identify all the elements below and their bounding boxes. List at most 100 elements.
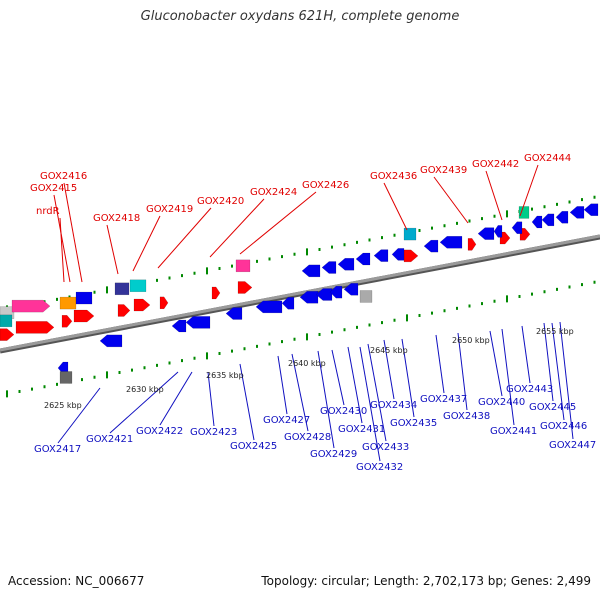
tick-mark [106,371,108,379]
tick-mark [268,257,271,261]
tick-mark [168,276,171,280]
tick-mark [68,295,71,299]
gene-arrow [281,297,295,310]
leader-line-bottom [159,371,193,426]
gene-arrow [171,319,187,333]
tick-mark [418,228,421,232]
tick-mark [256,259,258,263]
leader-line-bottom [331,349,345,406]
accession-text: Accession: NC_006677 [8,574,145,588]
leader-line-bottom [383,339,395,400]
gene-arrow [403,227,417,241]
leader-line-top [383,182,408,231]
kbp-label: 2645 kbp [370,346,408,355]
tick-mark [18,389,21,393]
tick-mark [481,217,483,221]
leader-line-bottom [347,346,363,424]
tick-mark [506,210,508,218]
tick-mark [331,330,333,334]
tick-mark [56,382,58,386]
tick-mark [118,370,121,374]
gene-arrow [359,290,373,303]
gene-arrow [117,304,131,317]
gene-arrow [519,228,531,241]
tick-mark [456,306,458,310]
gene-label-bottom: GOX2429 [310,449,357,460]
gene-arrow [59,371,73,384]
gene-arrow [133,298,151,312]
gene-label-bottom: GOX2440 [478,397,525,408]
gene-label-bottom: GOX2447 [549,440,596,451]
leader-line-top [132,215,161,272]
gene-label-bottom: GOX2441 [490,426,537,437]
kbp-label: 2630 kbp [126,385,164,394]
tick-mark [206,267,208,275]
tick-mark [468,304,471,308]
tick-mark [368,238,371,242]
gene-arrow [11,299,51,313]
gene-arrow [373,249,389,262]
gene-arrow [355,252,371,266]
tick-mark [506,295,508,303]
gene-arrow [403,249,419,263]
gene-arrow [315,288,333,301]
tick-mark [443,224,446,228]
gene-label-top: GOX2426 [302,180,349,191]
gene-label-top: GOX2424 [250,187,297,198]
tick-mark [231,264,233,268]
tick-mark [568,200,571,204]
tick-mark [493,214,496,218]
gene-arrow [569,206,585,219]
leader-line-top [519,164,539,217]
leader-line-bottom [401,338,415,418]
tick-mark [393,233,396,237]
tick-mark [293,252,296,256]
gene-arrow [299,291,319,304]
tick-mark [418,313,421,317]
gene-label-top: GOX2444 [524,153,571,164]
gene-arrow [185,316,211,329]
kbp-label: 2635 kbp [206,371,244,380]
gene-arrow [61,315,73,328]
leader-line-bottom [501,328,515,426]
gene-label-top: nrdR [36,206,60,217]
leader-line-bottom [109,371,179,434]
leader-line-bottom [291,353,309,432]
tick-mark [568,285,571,289]
gene-arrow [0,314,13,328]
leader-line-top [157,207,212,269]
gene-label-bottom: GOX2435 [390,418,437,429]
gene-label-bottom: GOX2432 [356,462,403,473]
gene-arrow [343,283,359,296]
tick-mark [281,255,283,259]
tick-mark [156,278,158,282]
tick-mark [56,297,58,301]
tick-mark [581,198,583,202]
gene-arrow [114,282,130,296]
gene-arrow [541,213,555,227]
leader-line-top [433,176,469,224]
tick-mark [306,333,308,341]
gene-arrow [321,261,337,274]
tick-mark [93,375,96,379]
tick-mark [93,290,96,294]
leader-line-bottom [435,334,445,394]
tick-mark [181,359,183,363]
tick-mark [543,205,546,209]
gene-label-bottom: GOX2433 [362,442,409,453]
gene-label-top: GOX2415 [30,183,77,194]
tick-mark [431,311,433,315]
tick-mark [331,245,333,249]
leader-line-bottom [489,330,503,397]
tick-mark [256,344,258,348]
kbp-label: 2650 kbp [452,336,490,345]
gene-label-bottom: GOX2445 [529,402,576,413]
gene-arrow [493,225,503,238]
tick-mark [393,318,396,322]
tick-mark [131,368,133,372]
gene-label-bottom: GOX2437 [420,394,467,405]
leader-line-bottom [207,371,215,427]
tick-mark [456,221,458,225]
gene-label-top: GOX2420 [197,196,244,207]
